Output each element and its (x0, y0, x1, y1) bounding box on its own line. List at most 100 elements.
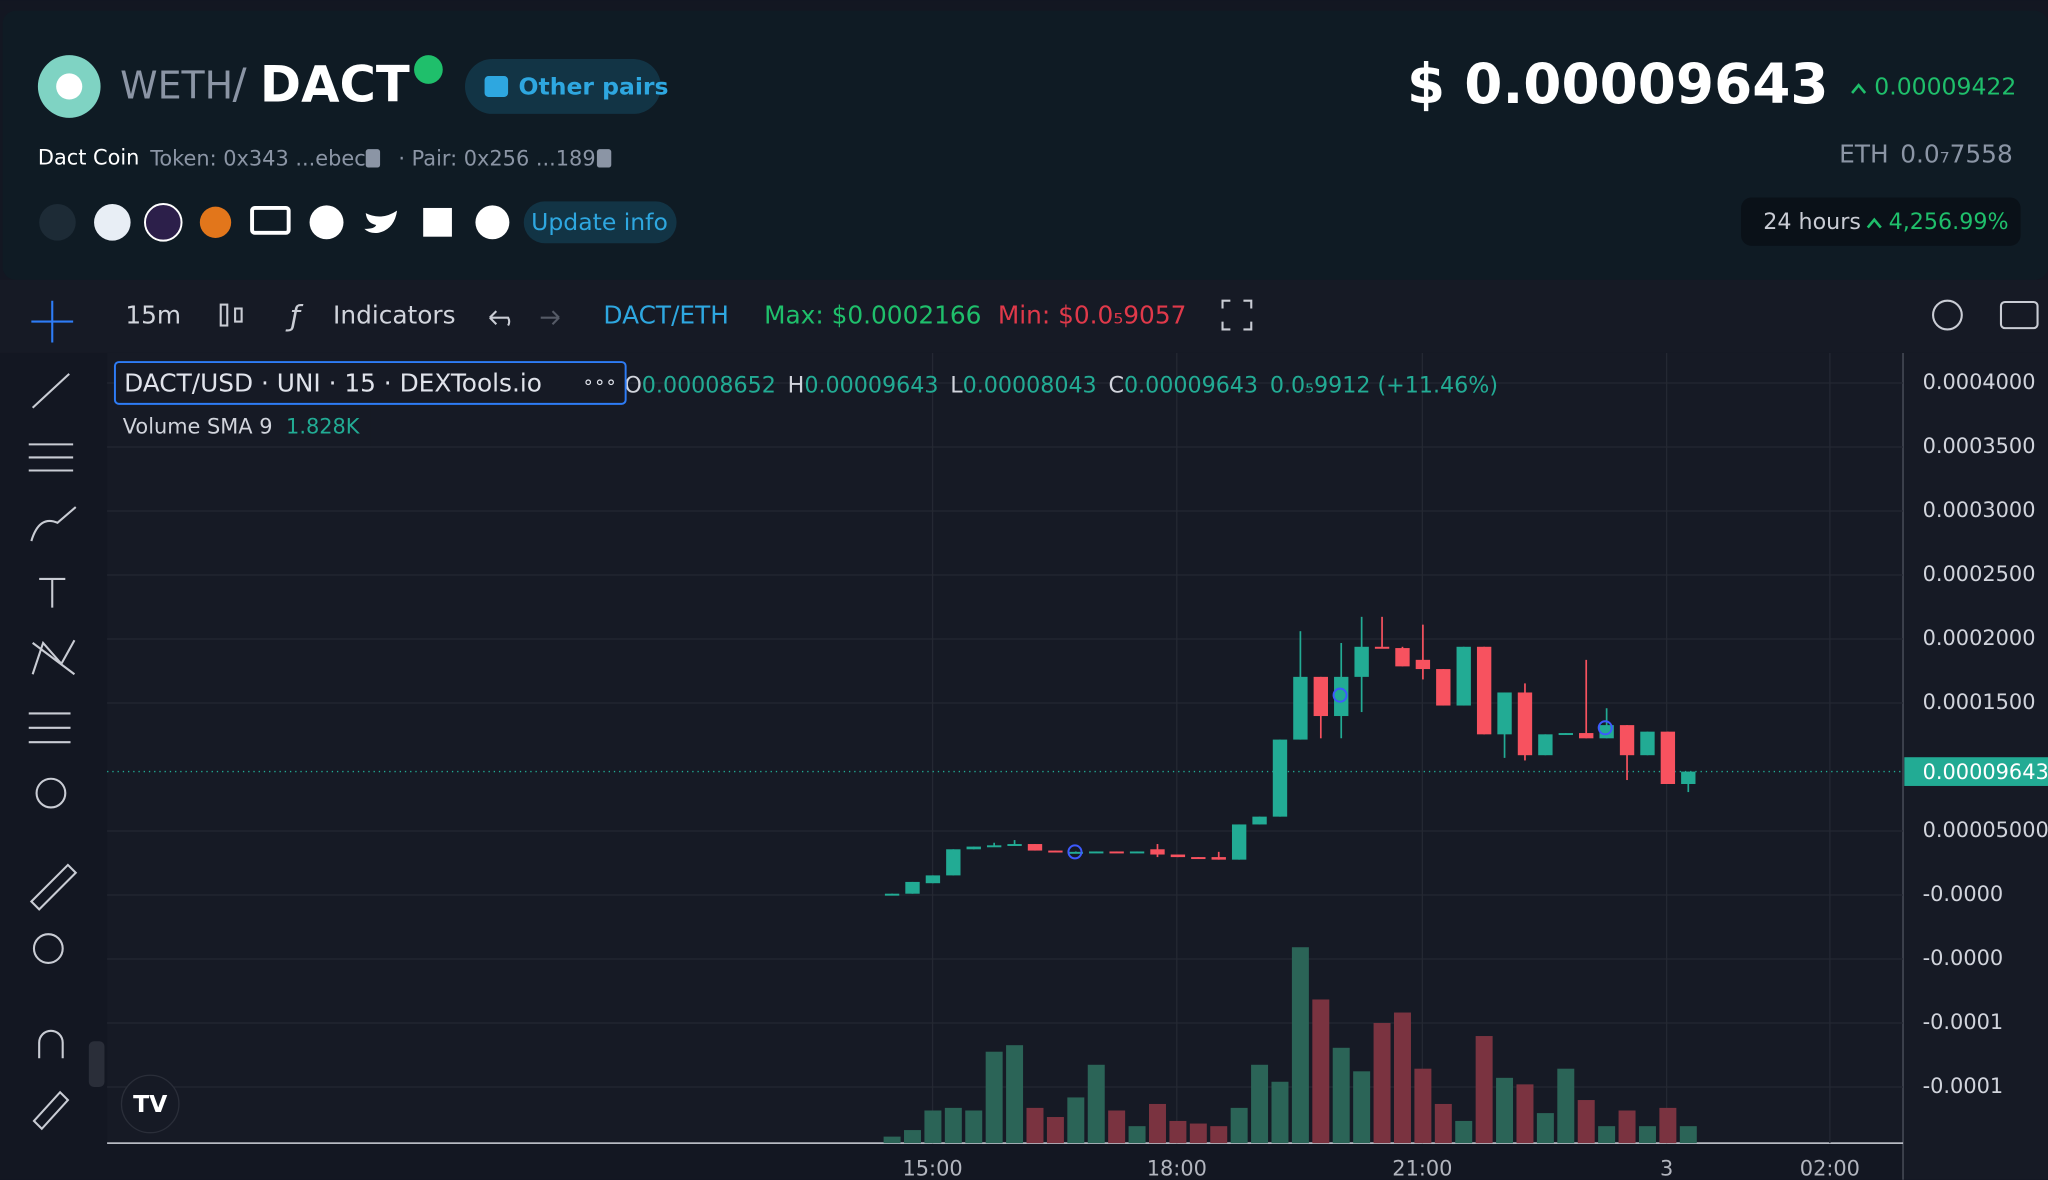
volume-bar (1006, 1045, 1024, 1144)
candle-body (1211, 857, 1226, 860)
favorite-star[interactable] (414, 55, 443, 84)
candle-body (1456, 646, 1471, 706)
update-info-button[interactable] (523, 201, 677, 244)
event-marker (1332, 687, 1348, 703)
medium-icon[interactable] (423, 207, 452, 237)
y-tick-label: 0.0004000 (1923, 370, 2036, 394)
y-tick-label: 0.0002000 (1923, 626, 2036, 650)
candle-body (1231, 824, 1247, 860)
copy-icon[interactable] (365, 149, 381, 168)
chart-toolbar (0, 279, 2048, 353)
candle-body (1558, 733, 1573, 736)
ohlc-change: 0.0₅9912 (+11.46%) (1270, 372, 1498, 398)
twitter-icon[interactable] (364, 210, 398, 234)
symbol-legend: DACT/USD · UNI · 15 · DEXTools.io (124, 368, 542, 397)
zoom-tool[interactable] (32, 933, 64, 964)
x-tick-label: 3 (1660, 1156, 1673, 1180)
candle-body (1129, 851, 1145, 854)
pair-address: · Pair: 0x256 ...1896 (398, 147, 609, 171)
candle-type-icon[interactable] (219, 303, 243, 327)
forecast-tool[interactable] (28, 712, 71, 744)
candle-body (905, 881, 920, 894)
tradingview-logo[interactable] (120, 1074, 180, 1134)
drawing-toolbar (28, 300, 78, 1131)
other-pairs-button[interactable] (464, 59, 661, 114)
binoculars-icon (484, 76, 509, 97)
app-icon[interactable] (144, 203, 183, 242)
volume-bar (1169, 1120, 1187, 1144)
candle-body (1048, 850, 1063, 853)
share-icon[interactable] (39, 204, 76, 241)
y-tick-label: 0.0002500 (1923, 562, 2036, 586)
metamask-icon[interactable] (199, 206, 232, 238)
website-icon[interactable] (250, 205, 291, 235)
volume-bar (1414, 1068, 1432, 1144)
volume-bar (1148, 1103, 1166, 1144)
candle-body (1497, 692, 1512, 735)
volume-bar (1189, 1123, 1207, 1144)
copy-icon[interactable] (596, 149, 612, 168)
legend-more[interactable]: ∘∘∘ (583, 372, 617, 393)
pattern-tool[interactable] (31, 639, 76, 676)
y-tick-label: 0.00005000 (1923, 818, 2048, 842)
ohlc-legend: O0.00008652 H0.00009643 L0.00008043 C0.0000… (624, 372, 1498, 398)
plot-area (107, 352, 1904, 1144)
brush-tool[interactable] (30, 506, 77, 542)
period-change: 4,256.99% (1889, 209, 2009, 235)
volume-bar (904, 1130, 921, 1144)
volume-bar (1026, 1107, 1044, 1144)
github-icon[interactable] (475, 205, 510, 240)
y-tick-label: -0.0000 (1923, 882, 2004, 906)
volume-bar (1332, 1047, 1350, 1144)
fullscreen-icon[interactable] (1221, 299, 1253, 331)
trendline-tool[interactable] (31, 373, 70, 409)
other-pairs-label[interactable]: Other pairs (519, 72, 669, 100)
interval-button[interactable]: 15m (125, 300, 181, 329)
y-tick-label: -0.0001 (1923, 1010, 2004, 1034)
collapse-toolbar[interactable] (88, 1041, 105, 1087)
tradingview-mark: TV (133, 1090, 168, 1118)
max-label: Max: $0.0002166 (764, 300, 981, 329)
candle-body (1252, 816, 1267, 825)
price-change: 0.00009422 (1874, 72, 2016, 100)
emoji-tool[interactable] (35, 777, 67, 809)
candle-body (1191, 857, 1206, 860)
fib-tool[interactable] (28, 443, 74, 472)
eth-value: 0.0₇7558 (1900, 140, 2012, 169)
camera-icon[interactable] (1999, 300, 2039, 330)
volume-bar (1618, 1110, 1636, 1144)
volume-bar (1251, 1064, 1269, 1144)
candle-body (1640, 731, 1655, 756)
redo-icon[interactable] (540, 310, 560, 325)
candle-body (1579, 733, 1594, 739)
y-tick-label: -0.0001 (1923, 1074, 2004, 1098)
text-tool[interactable] (39, 577, 66, 608)
chart-icon[interactable] (94, 204, 131, 241)
update-info-label[interactable]: Update info (531, 208, 668, 236)
volume-bar (1312, 999, 1330, 1144)
candle-body (1007, 844, 1022, 846)
candle-body (1517, 692, 1533, 756)
symbol-legend-box[interactable] (113, 361, 627, 405)
settings-icon[interactable] (1932, 299, 1963, 331)
lock-draw-tool[interactable] (32, 1090, 70, 1131)
magnet-tool[interactable] (38, 1029, 64, 1059)
volume-bar (1210, 1126, 1228, 1144)
crosshair-tool[interactable] (31, 300, 74, 343)
eth-label: ETH (1839, 140, 1888, 169)
volume-bar (985, 1051, 1003, 1144)
indicators-button[interactable]: Indicators (333, 300, 456, 329)
y-tick-label: -0.0000 (1923, 946, 2004, 970)
ruler-tool[interactable] (29, 863, 78, 911)
y-tick-label: 0.0003500 (1923, 434, 2036, 458)
ohlc-value: 0.00008652 (642, 372, 776, 398)
telegram-icon[interactable] (309, 205, 344, 240)
social-icons (39, 203, 510, 242)
token-address: Token: 0x343 ...ebec (149, 147, 366, 171)
ohlc-label: C (1108, 372, 1124, 398)
period-box (1741, 197, 2021, 246)
ohlc-label: H (788, 372, 805, 398)
volume-bar (944, 1107, 962, 1144)
undo-icon[interactable] (489, 310, 511, 327)
volume-bar (1230, 1107, 1248, 1144)
